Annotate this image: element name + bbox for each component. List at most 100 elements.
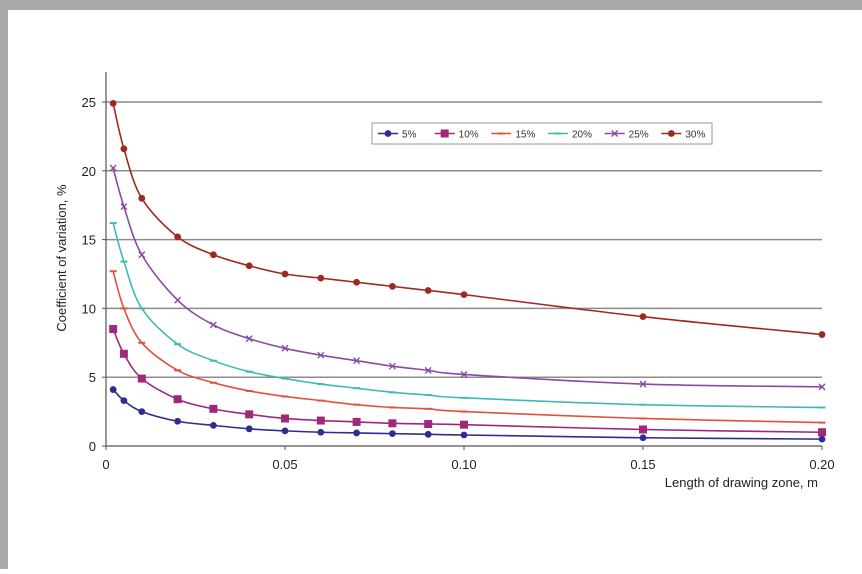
series-4-point-12 [639, 380, 647, 388]
series-4-point-4-b [209, 321, 217, 329]
y-tick-label-0: 0 [89, 439, 96, 454]
series-4-point-1-b [120, 203, 128, 211]
series-0-point-3 [174, 417, 182, 425]
legend-item-5: 30% [661, 130, 705, 141]
legend-label-1: 10% [459, 130, 479, 141]
y-tick-label-2: 10 [82, 301, 96, 316]
x-tick-label-0: 0 [102, 457, 109, 472]
series-4-point-2 [138, 251, 146, 259]
series-4-point-2-b [138, 251, 146, 259]
series-4-point-4 [209, 321, 217, 329]
legend-item-2: 15% [491, 130, 535, 141]
series-1-point-10 [424, 419, 433, 428]
series-5-point-4 [210, 251, 217, 259]
series-1-point-8 [352, 417, 361, 426]
grid [106, 101, 822, 378]
series-0-point-13 [818, 435, 826, 443]
series-0-point-12 [639, 434, 647, 442]
series-0-point-2 [138, 408, 146, 415]
axes [102, 72, 823, 450]
legend-label-5: 30% [685, 130, 705, 141]
series-group [109, 99, 826, 443]
tick-labels: 0 5 10 15 20 25 0 0.05 0.10 0.15 0.20 [82, 95, 835, 472]
legend-item-0: 5% [378, 130, 417, 141]
legend-label-2: 15% [515, 130, 535, 141]
legend: 5% 10% 15% 20% 25% 30% [371, 122, 713, 145]
series-4-point-0-b [109, 164, 117, 172]
series-0-point-11 [460, 431, 468, 439]
series-4-point-8-b [353, 357, 361, 365]
series-1-point-6 [281, 414, 289, 423]
series-4-point-9 [388, 362, 396, 370]
series-4-point-7-b [317, 351, 325, 359]
series-4-point-6 [281, 344, 289, 352]
legend-marker-5 [667, 130, 675, 137]
series-0-point-4 [210, 421, 217, 429]
legend-label-3: 20% [572, 130, 592, 141]
series-3 [109, 222, 826, 409]
series-1 [109, 325, 826, 437]
series-1-point-5 [245, 410, 254, 419]
series-5-point-1 [120, 145, 128, 153]
x-tick-label-4: 0.20 [809, 457, 834, 472]
series-5-point-2 [138, 194, 146, 202]
series-1-point-2 [137, 374, 146, 383]
outer-border-left [0, 0, 8, 569]
series-1-point-9 [388, 419, 397, 428]
series-5-point-3 [174, 233, 182, 241]
series-0-point-0 [109, 386, 117, 393]
series-4-point-12-b [639, 380, 647, 388]
series-5-point-6 [281, 270, 289, 278]
y-tick-label-4: 20 [82, 164, 96, 179]
series-1-point-4 [209, 404, 218, 413]
series-1-point-12 [639, 425, 647, 434]
series-5-point-13 [818, 331, 826, 338]
series-4-point-5 [245, 335, 253, 343]
series-0-point-7 [317, 428, 325, 436]
outer-border-top [0, 0, 862, 10]
series-5-point-0 [109, 99, 117, 107]
y-tick-label-3: 15 [82, 233, 96, 248]
series-5-point-12 [639, 313, 647, 321]
legend-item-4: 25% [604, 130, 649, 141]
legend-item-3: 20% [548, 130, 592, 141]
series-4 [109, 164, 826, 391]
x-tick-label-2: 0.10 [451, 457, 476, 472]
series-5-point-9 [389, 282, 396, 290]
series-5-point-5 [245, 262, 253, 270]
series-1-point-1 [119, 349, 128, 358]
series-5-point-7 [317, 274, 325, 282]
x-tick-label-3: 0.15 [630, 457, 655, 472]
series-0-point-1 [120, 397, 128, 404]
y-tick-label-5: 25 [82, 95, 96, 110]
series-4-point-5-b [245, 335, 253, 343]
series-2 [109, 270, 826, 424]
legend-item-1: 10% [434, 129, 479, 141]
series-1-point-13 [818, 428, 826, 437]
series-0-point-5 [245, 425, 253, 433]
series-0-point-9 [389, 430, 396, 438]
series-5-point-11 [460, 291, 468, 299]
series-1-point-11 [460, 420, 468, 429]
legend-marker-0 [384, 130, 392, 137]
legend-marker-4 [611, 130, 619, 137]
series-1-point-7 [316, 416, 325, 425]
series-4-point-0 [109, 164, 117, 172]
series-4-point-11 [460, 370, 468, 378]
x-tick-label-1: 0.05 [272, 457, 297, 472]
legend-marker-4-b [611, 130, 619, 137]
series-0-point-10 [424, 430, 432, 438]
series-4-point-3-b [174, 296, 182, 304]
series-5 [109, 99, 826, 338]
series-1-point-0 [109, 325, 118, 334]
series-5-point-10 [424, 287, 432, 294]
legend-label-4: 25% [629, 130, 649, 141]
series-5-point-8 [353, 278, 360, 286]
series-4-point-7 [317, 351, 325, 359]
y-axis-label: Coefficient of variation, % [54, 184, 69, 332]
series-4-point-9-b [388, 362, 396, 370]
series-0-point-6 [281, 427, 289, 435]
series-0-point-8 [353, 429, 360, 437]
